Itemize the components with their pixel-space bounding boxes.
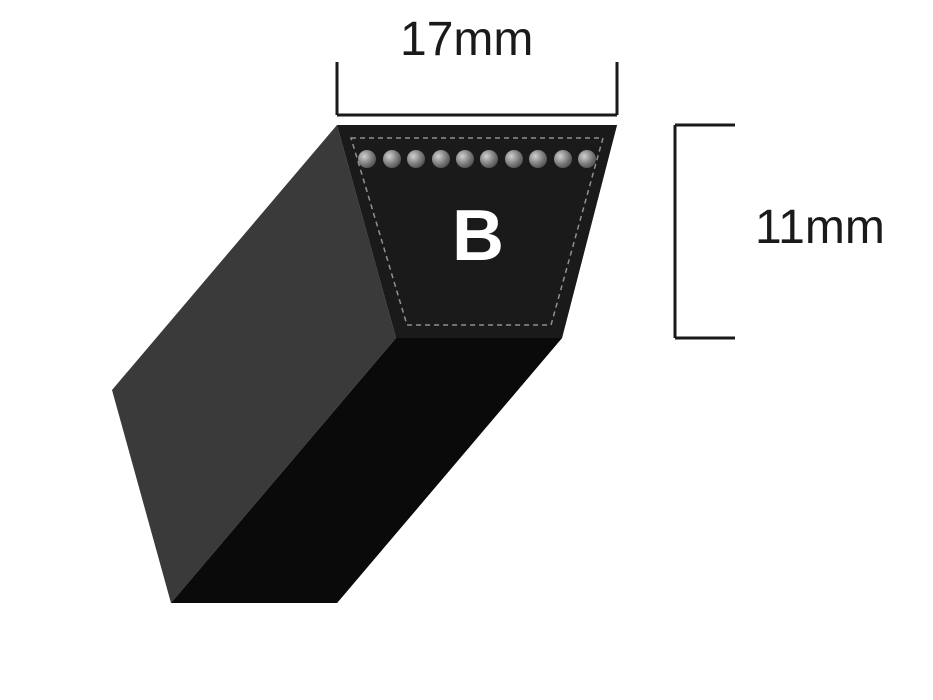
- width-dimension-bracket: [337, 62, 617, 115]
- diagram-container: 17mm 11mm B: [0, 0, 933, 700]
- belt-diagram-svg: [0, 0, 933, 700]
- belt-body: [112, 125, 617, 603]
- belt-type-letter: B: [452, 195, 504, 277]
- width-dimension-label: 17mm: [400, 12, 533, 67]
- height-dimension-label: 11mm: [755, 200, 885, 255]
- height-dimension-bracket: [675, 125, 735, 338]
